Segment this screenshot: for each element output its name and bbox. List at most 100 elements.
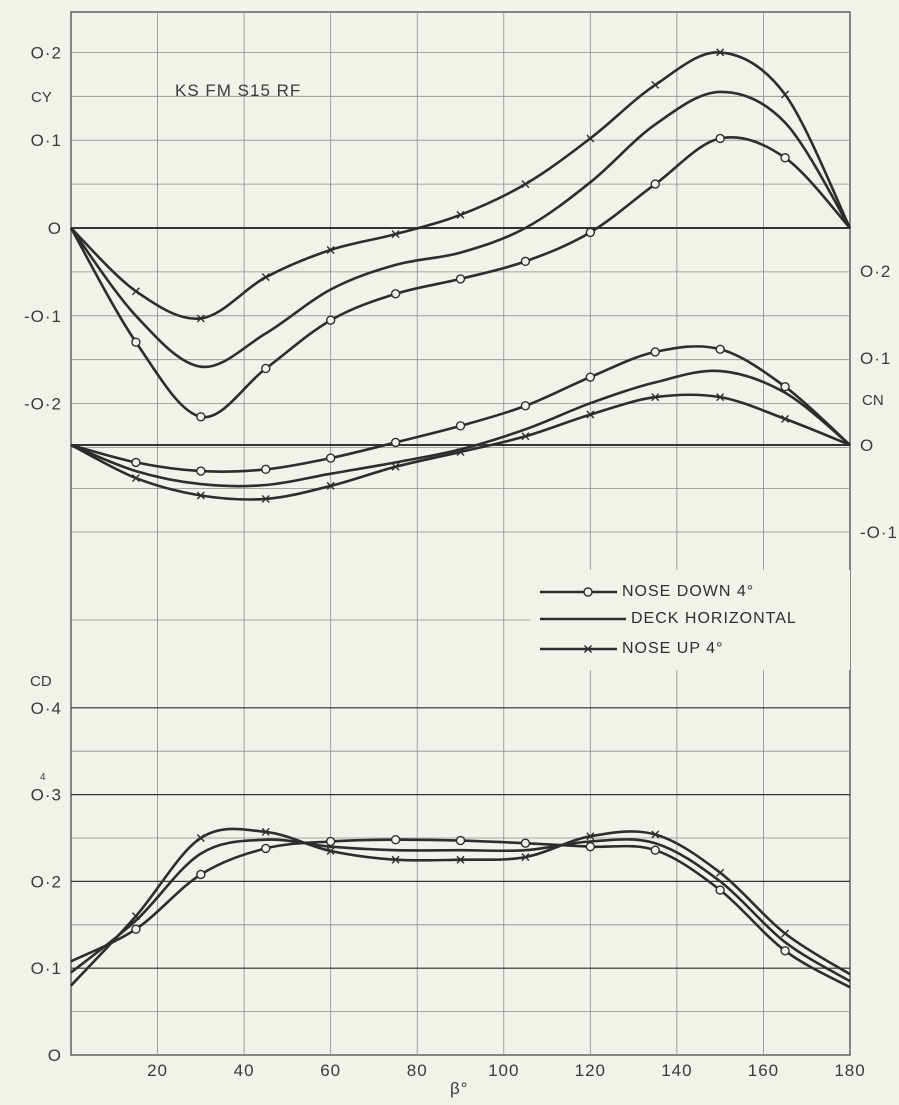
cross-stroke (196, 491, 205, 500)
cy-nose-down-point (390, 289, 401, 299)
cy-nose-up-series (70, 48, 852, 323)
cy-nose-down-point (196, 412, 206, 422)
cd-nose-up-point (391, 855, 400, 864)
cd-deck-horizontal-line (70, 838, 851, 983)
cy-deck-horizontal-line (69, 90, 852, 369)
cross-stroke (196, 834, 205, 842)
cy-nose-up-point (781, 90, 790, 99)
cd-nose-down-point (455, 835, 466, 846)
cross-stroke (391, 855, 400, 864)
cross-stroke (651, 80, 660, 89)
cross-stroke (131, 912, 140, 921)
cn-tick-label: O (860, 436, 874, 455)
cy-tick-label: -O·1 (24, 307, 62, 326)
cd-nose-up-point (651, 830, 660, 839)
configuration-annotation: KS FM S15 RF (175, 81, 301, 100)
cn-tick-label: -O·1 (860, 523, 898, 542)
cn-nose-up-point (716, 393, 725, 402)
cross-stroke (781, 929, 790, 938)
cross-stroke (261, 273, 270, 282)
stray-mark: 4 (40, 772, 46, 783)
cn-nose-down-point (715, 344, 725, 354)
cn-nose-down-point (520, 401, 531, 411)
cy-nose-down-point (585, 227, 596, 238)
cy-nose-down-point (261, 363, 271, 374)
cn-nose-down-point (585, 372, 596, 382)
cd-nose-up-point (456, 855, 465, 864)
cd-axis-label: CD (30, 673, 52, 690)
x-tick-label: 60 (320, 1061, 341, 1080)
cd-nose-down-point (325, 836, 336, 847)
cn-nose-up-point (131, 474, 140, 483)
cy-nose-down-series (69, 133, 851, 422)
x-tick-label: 140 (661, 1061, 692, 1080)
cross-stroke (584, 645, 592, 653)
cross-stroke (651, 830, 660, 839)
cross-stroke (196, 314, 205, 323)
legend-label-nose-down: NOSE DOWN 4° (622, 583, 754, 600)
cn-nose-up-point (326, 481, 335, 490)
cd-nose-up-point (326, 847, 335, 856)
cy-axis-label: CY (31, 89, 52, 106)
cross-stroke (781, 90, 790, 99)
cross-stroke (261, 494, 270, 503)
cross-stroke (326, 245, 335, 254)
cy-nose-down-point (455, 274, 466, 284)
cd-nose-up-point (196, 834, 205, 842)
cross-stroke (456, 855, 465, 864)
cy-nose-up-point (716, 48, 725, 57)
cn-nose-up-point (456, 447, 465, 456)
x-tick-label: 80 (407, 1061, 428, 1080)
cd-nose-down-point (131, 924, 141, 934)
x-tick-label: 40 (234, 1061, 255, 1080)
cross-stroke (131, 287, 140, 296)
cross-stroke (716, 868, 725, 877)
legend-swatch-marker-point (583, 587, 593, 597)
x-axis-label: β° (450, 1079, 469, 1098)
cn-nose-up-point (586, 410, 595, 419)
cross-stroke (391, 230, 400, 239)
cy-nose-down-point (780, 153, 790, 163)
series-layer (69, 48, 852, 989)
cross-stroke (716, 393, 725, 402)
cross-stroke (326, 847, 335, 856)
cd-nose-up-point (261, 827, 270, 836)
cy-tick-label: O·1 (31, 131, 62, 150)
axis-labels: CY CN CD β° KS FM S15 RF 4 (30, 81, 884, 1098)
cy-tick-label: O (48, 219, 62, 238)
cd-nose-down-point (780, 946, 790, 956)
cross-stroke (456, 210, 465, 219)
cross-stroke (261, 827, 270, 836)
legend: NOSE DOWN 4° DECK HORIZONTAL NOSE UP 4° (530, 570, 850, 670)
legend-swatch-marker-point (584, 645, 592, 653)
cn-nose-up-point (196, 491, 205, 500)
cn-nose-down-point (650, 347, 660, 357)
x-tick-labels: 20 40 60 80 100 120 140 160 180 (147, 1061, 865, 1080)
cd-nose-up-point (781, 929, 790, 938)
cd-tick-label: O·3 (31, 786, 62, 805)
cd-nose-up-point (586, 832, 595, 841)
cross-stroke (326, 481, 335, 490)
cn-nose-down-point (131, 457, 141, 468)
cd-tick-label: O (48, 1046, 62, 1065)
cd-nose-up-point (131, 912, 140, 921)
cross-stroke (391, 462, 400, 471)
cd-nose-down-point (715, 885, 725, 895)
cy-nose-down-point (650, 179, 660, 189)
cy-tick-label: -O·2 (24, 395, 62, 414)
x-tick-label: 100 (488, 1061, 519, 1080)
cd-nose-down-series (70, 835, 851, 989)
cn-nose-up-point (261, 494, 270, 503)
cd-nose-down-point (585, 841, 596, 852)
cn-deck-horizontal-line (70, 369, 851, 488)
cross-stroke (586, 410, 595, 419)
cross-stroke (456, 447, 465, 456)
cn-nose-down-point (780, 382, 790, 392)
cd-nose-up-series (70, 827, 851, 987)
legend-item-nose-up: NOSE UP 4° (540, 640, 722, 657)
cy-nose-up-point (131, 287, 140, 296)
cn-nose-down-series (70, 344, 851, 476)
x-tick-label: 160 (748, 1061, 779, 1080)
cy-nose-up-point (651, 80, 660, 89)
